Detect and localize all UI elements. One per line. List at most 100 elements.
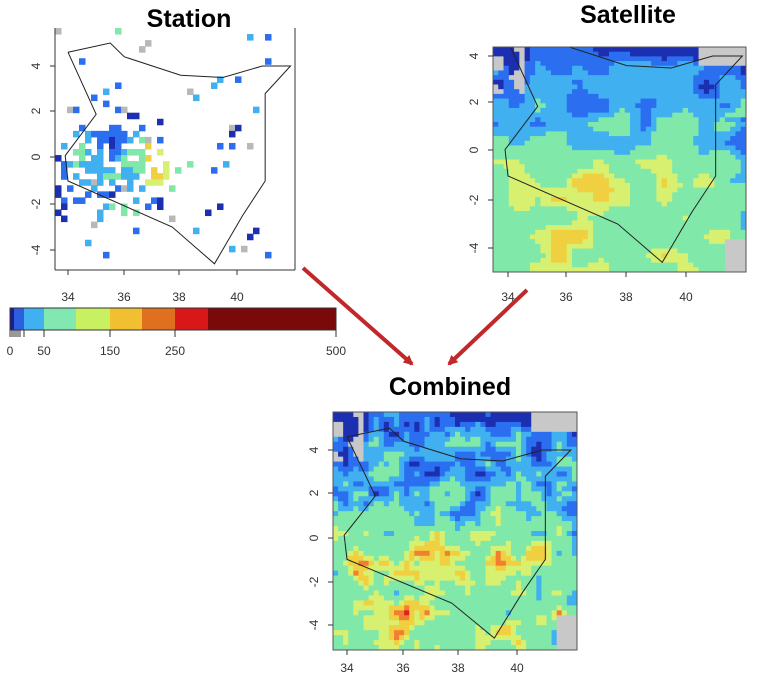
cell [724,103,731,109]
cell [429,421,436,428]
cell [709,70,715,76]
cell [541,585,548,592]
cell [508,93,515,100]
cell [740,159,746,165]
cell [719,197,726,203]
cell [571,526,577,532]
cell [373,496,380,502]
cell [608,117,615,123]
cell [79,149,86,156]
cell [394,565,400,572]
cell [363,645,370,650]
cell [388,431,395,438]
cell [493,229,499,236]
cell [505,640,512,646]
cell [419,476,426,483]
cell [338,496,344,502]
cell [656,243,663,250]
cell [79,197,86,204]
cell [358,421,365,428]
cell [424,540,431,547]
cell [521,585,527,592]
cell [656,211,663,217]
cell [508,145,515,151]
cell [561,103,568,109]
cell [439,471,446,478]
cell [619,192,626,198]
cell [103,191,110,198]
cell [429,560,436,567]
cell [582,61,589,67]
cell [635,98,642,104]
cell [434,625,441,631]
cell [529,70,536,76]
cell [614,215,621,222]
cell [571,585,577,592]
cell [714,122,721,128]
cell [672,253,679,259]
x-tick-label: 38 [451,661,465,675]
cell [475,625,482,631]
cell [465,496,471,502]
cell [495,416,502,423]
cell [414,615,421,621]
cell [505,605,512,611]
cell [666,51,673,57]
cell [444,570,451,577]
cell [455,555,461,562]
cell [624,126,631,132]
cell [672,220,679,226]
cell [645,239,652,245]
cell [514,75,520,81]
cell [529,131,536,137]
cell [709,234,715,240]
cell [368,635,375,641]
cell [693,262,700,268]
cell [455,531,461,537]
cell [514,140,520,147]
cell [703,154,710,161]
cell [434,555,441,562]
cell [635,178,642,184]
cell [640,197,647,203]
cell [465,486,471,492]
cell [598,220,605,226]
cell [719,187,726,193]
cell [516,461,522,468]
cell [677,107,684,114]
cell [470,526,476,532]
cell [561,550,568,557]
cell [709,117,715,123]
cell [414,595,421,602]
cell [703,168,710,175]
cell [127,173,134,180]
cell [493,262,499,268]
cell [333,511,339,517]
cell [338,645,344,650]
cell [587,164,594,170]
cell [672,248,679,254]
cell [593,201,600,207]
cell [740,154,746,161]
cell [666,182,673,189]
cell [470,506,476,512]
cell [682,257,689,264]
cell [409,535,415,542]
cell [480,426,487,433]
cell [551,640,558,646]
cell [516,436,522,443]
cell [465,540,471,547]
cell [566,182,573,189]
cell [730,140,737,147]
cell [536,476,543,483]
cell [672,192,679,198]
cell [572,107,578,114]
cell [338,610,344,616]
cell [693,140,700,147]
cell [556,501,563,507]
cell [635,267,642,272]
cell [343,436,349,443]
cell [566,531,573,537]
cell [651,61,657,67]
cell [368,535,375,542]
